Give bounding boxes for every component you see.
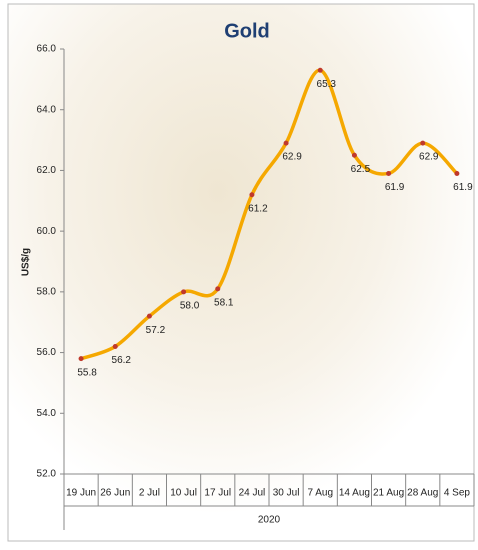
x-tick-label: 2 Jul <box>139 488 160 499</box>
x-tick-label: 21 Aug <box>373 488 404 499</box>
y-axis-label: US$/g <box>21 248 32 276</box>
y-tick-label: 54.0 <box>37 408 57 419</box>
data-label: 58.0 <box>180 300 200 311</box>
data-label: 57.2 <box>146 325 166 336</box>
x-tick-label: 28 Aug <box>407 488 438 499</box>
chart-frame <box>7 3 475 542</box>
data-label: 61.2 <box>248 203 268 214</box>
y-tick-label: 56.0 <box>37 347 57 358</box>
y-tick-label: 64.0 <box>37 104 57 115</box>
x-tick-label: 17 Jul <box>204 488 231 499</box>
marker <box>112 344 118 349</box>
x-tick-label: 30 Jul <box>273 488 300 499</box>
marker <box>215 286 221 292</box>
x-tick-label: 4 Sep <box>444 488 471 499</box>
data-label: 65.3 <box>317 79 337 90</box>
marker <box>454 170 460 176</box>
x-tick-label: 14 Aug <box>339 488 370 499</box>
y-tick-label: 52.0 <box>37 469 57 480</box>
marker <box>351 152 357 158</box>
marker <box>283 140 289 146</box>
marker <box>386 170 392 176</box>
y-tick-label: 60.0 <box>37 226 57 237</box>
x-tick-label: 19 Jun <box>66 488 96 499</box>
y-tick-label: 66.0 <box>37 44 57 55</box>
x-tick-label: 10 Jul <box>170 488 197 499</box>
marker <box>249 192 255 198</box>
x-tick-label: 7 Aug <box>307 488 333 499</box>
data-label: 61.9 <box>453 182 473 193</box>
data-label: 58.1 <box>214 297 234 308</box>
x-group-label: 2020 <box>258 515 281 526</box>
data-label: 61.9 <box>385 182 405 193</box>
y-tick-label: 58.0 <box>37 286 57 297</box>
marker <box>420 140 426 146</box>
marker <box>317 67 323 73</box>
data-label: 62.9 <box>282 152 302 163</box>
y-tick-label: 62.0 <box>37 165 57 176</box>
data-label: 62.9 <box>419 152 439 163</box>
marker <box>181 289 187 295</box>
marker <box>146 313 152 319</box>
x-tick-label: 24 Jul <box>239 488 266 499</box>
x-tick-label: 26 Jun <box>100 488 130 499</box>
data-label: 56.2 <box>112 355 132 366</box>
marker <box>78 356 84 362</box>
chart-title: Gold <box>224 20 270 42</box>
data-label: 62.5 <box>351 164 371 175</box>
data-label: 55.8 <box>77 367 97 378</box>
